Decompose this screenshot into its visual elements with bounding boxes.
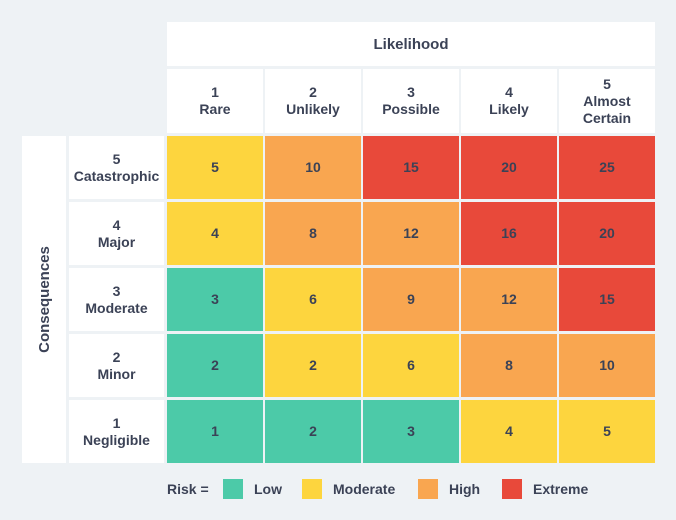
row-number: 1 bbox=[112, 414, 121, 431]
risk-cell: 9 bbox=[363, 268, 459, 331]
row-header: 5 Catastrophic bbox=[69, 136, 164, 199]
column-label: Possible bbox=[382, 101, 440, 117]
risk-cell: 8 bbox=[461, 334, 557, 397]
risk-cell: 3 bbox=[363, 400, 459, 463]
row-label: Catastrophic bbox=[73, 167, 160, 184]
legend-title: Risk = bbox=[167, 481, 209, 497]
risk-cell: 10 bbox=[559, 334, 655, 397]
row-header: 4 Major bbox=[69, 202, 164, 265]
risk-cell: 20 bbox=[461, 136, 557, 199]
column-label: Likely bbox=[489, 101, 529, 117]
row-number: 2 bbox=[112, 348, 121, 365]
column-header: 2 Unlikely bbox=[265, 69, 361, 133]
risk-cell: 20 bbox=[559, 202, 655, 265]
row-header: 3 Moderate bbox=[69, 268, 164, 331]
legend-swatch bbox=[223, 479, 243, 499]
legend-label: High bbox=[449, 481, 481, 497]
risk-cell: 5 bbox=[167, 136, 263, 199]
column-header: 5 Almost Certain bbox=[559, 69, 655, 133]
risk-cell: 5 bbox=[559, 400, 655, 463]
legend-swatch bbox=[302, 479, 322, 499]
column-header: 3 Possible bbox=[363, 69, 459, 133]
row-label: Minor bbox=[97, 365, 136, 382]
column-number: 3 bbox=[407, 84, 415, 100]
risk-cell: 16 bbox=[461, 202, 557, 265]
row-label: Negligible bbox=[83, 431, 150, 448]
legend-label: Moderate bbox=[333, 481, 396, 497]
column-number: 1 bbox=[211, 84, 219, 100]
risk-cell: 4 bbox=[167, 202, 263, 265]
consequences-title: Consequences bbox=[35, 246, 53, 353]
legend-label: Low bbox=[254, 481, 282, 497]
likelihood-header: Likelihood bbox=[167, 22, 655, 66]
column-number: 2 bbox=[309, 84, 317, 100]
risk-cell: 10 bbox=[265, 136, 361, 199]
risk-cell: 1 bbox=[167, 400, 263, 463]
column-number: 5 bbox=[603, 75, 611, 92]
consequences-header: Consequences bbox=[22, 136, 66, 463]
risk-cell: 25 bbox=[559, 136, 655, 199]
column-header: 1 Rare bbox=[167, 69, 263, 133]
row-number: 3 bbox=[112, 282, 121, 299]
risk-cell: 15 bbox=[559, 268, 655, 331]
risk-cell: 8 bbox=[265, 202, 361, 265]
column-number: 4 bbox=[505, 84, 513, 100]
row-header: 1 Negligible bbox=[69, 400, 164, 463]
row-number: 5 bbox=[112, 150, 121, 167]
row-label: Moderate bbox=[85, 299, 148, 316]
risk-cell: 6 bbox=[265, 268, 361, 331]
legend-swatch bbox=[418, 479, 438, 499]
column-header: 4 Likely bbox=[461, 69, 557, 133]
risk-cell: 6 bbox=[363, 334, 459, 397]
risk-cell: 2 bbox=[265, 400, 361, 463]
column-label: Unlikely bbox=[286, 101, 340, 117]
row-label: Major bbox=[97, 233, 136, 250]
risk-cell: 4 bbox=[461, 400, 557, 463]
legend-swatch bbox=[502, 479, 522, 499]
column-label: Rare bbox=[199, 101, 231, 117]
legend-label: Extreme bbox=[533, 481, 589, 497]
risk-cell: 2 bbox=[265, 334, 361, 397]
column-label: Almost Certain bbox=[582, 92, 632, 126]
row-number: 4 bbox=[112, 216, 121, 233]
risk-cell: 3 bbox=[167, 268, 263, 331]
row-header: 2 Minor bbox=[69, 334, 164, 397]
risk-cell: 15 bbox=[363, 136, 459, 199]
risk-cell: 2 bbox=[167, 334, 263, 397]
risk-cell: 12 bbox=[461, 268, 557, 331]
risk-cell: 12 bbox=[363, 202, 459, 265]
